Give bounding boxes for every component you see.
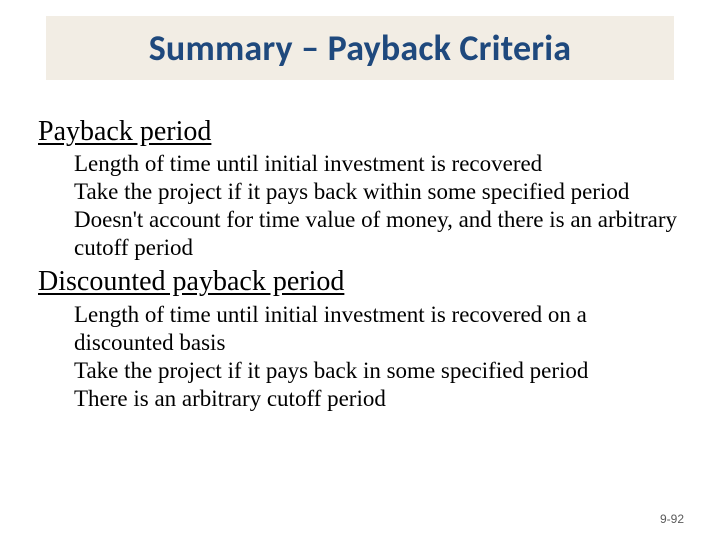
- section-body: Length of time until initial investment …: [74, 150, 682, 262]
- section-body: Length of time until initial investment …: [74, 301, 682, 413]
- body-line: Take the project if it pays back in some…: [74, 357, 682, 385]
- title-box: Summary – Payback Criteria: [46, 16, 674, 80]
- slide: Summary – Payback Criteria Payback perio…: [0, 0, 720, 540]
- body-line: Length of time until initial investment …: [74, 150, 682, 178]
- body-content: Payback period Length of time until init…: [38, 116, 682, 415]
- section-heading: Discounted payback period: [38, 266, 682, 298]
- section-heading: Payback period: [38, 116, 682, 148]
- body-line: Doesn't account for time value of money,…: [74, 206, 682, 262]
- body-line: There is an arbitrary cutoff period: [74, 385, 682, 413]
- slide-number: 9-92: [660, 512, 684, 526]
- slide-title: Summary – Payback Criteria: [149, 26, 572, 70]
- body-line: Take the project if it pays back within …: [74, 178, 682, 206]
- body-line: Length of time until initial investment …: [74, 301, 682, 357]
